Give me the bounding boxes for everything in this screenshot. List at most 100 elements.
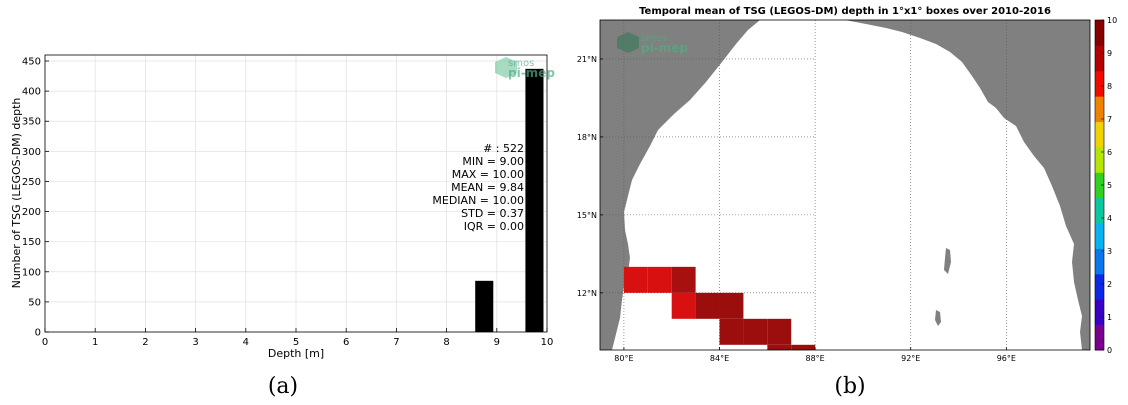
x-tick-label: 10 [541,337,554,348]
y-tick-label: 450 [22,57,41,68]
map-cell [743,318,768,345]
caption-b: (b) [834,374,865,399]
colorbar-segment [1095,20,1104,46]
stat-line: STD = 0.37 [461,207,524,220]
nicobar-islands [935,310,941,326]
colorbar-tick-label: 1 [1107,313,1112,322]
map-x-ticks: 80°E 84°E 88°E 92°E 96°E [614,347,1016,363]
colorbar-tick-label: 2 [1107,280,1112,289]
x-tick-label: 3 [192,337,198,348]
colorbar-segment [1095,172,1104,199]
y-tick-label: 200 [22,207,41,218]
colorbar-tick-label: 7 [1107,115,1112,124]
y-tick-label: 0 [35,328,41,339]
caption-a: (a) [268,374,298,399]
smos-pimep-logo-a: smos pi-mep [495,57,555,80]
logo-text-line2: pi-mep [641,41,688,55]
colorbar-tick-label: 0 [1107,346,1112,355]
colorbar-tick-label: 10 [1107,16,1117,25]
colorbar-segment [1095,197,1104,224]
logo-text-line2: pi-mep [508,66,555,80]
stat-line: MAX = 10.00 [452,168,524,181]
x-tick-label: 1 [92,337,98,348]
sri-lanka-landmass [600,328,612,350]
map-cell [623,266,648,293]
lon-tick-label: 88°E [806,354,825,363]
x-tick-label: 2 [142,337,148,348]
lat-tick-label: 15°N [577,211,597,220]
map-cell [671,266,696,293]
y-tick-label: 150 [22,237,41,248]
y-tick-label: 50 [28,297,41,308]
colorbar-segment [1095,248,1104,275]
map-cell [767,344,792,350]
lat-tick-label: 21°N [577,55,597,64]
histogram-chart: 0 1 2 3 4 5 6 7 8 9 10 0 50 100 150 200 250 300 350 400 450… [10,54,555,360]
colorbar-segment [1095,45,1104,72]
colorbar-segment [1095,223,1104,249]
logo-text-line1: smos [641,33,667,44]
y-tick-label: 400 [22,87,41,98]
colorbar-segment [1095,96,1104,123]
myanmar-landmass [845,20,1090,350]
stat-line: MEDIAN = 10.00 [432,194,524,207]
x-tick-label: 7 [393,337,399,348]
map-title: Temporal mean of TSG (LEGOS-DM) depth in… [639,6,1051,17]
cube-logo-icon [617,32,639,53]
y-tick-label: 250 [22,177,41,188]
lon-tick-label: 80°E [614,354,633,363]
india-landmass [600,20,760,350]
stat-line: IQR = 0.00 [464,220,524,233]
x-tick-label: 6 [343,337,349,348]
stat-line: # : 522 [483,142,524,155]
smos-pimep-logo-b: smos pi-mep [617,32,688,55]
colorbar-segment [1095,273,1104,300]
colorbar-segment [1095,324,1104,351]
histogram-bars [475,68,544,332]
map-grid [600,20,1007,350]
colorbar-tick-label: 5 [1107,181,1112,190]
colorbar-tick-label: 9 [1107,49,1112,58]
andaman-islands [944,248,951,274]
histogram-bar [525,68,544,332]
map-y-ticks: 12°N 15°N 18°N 21°N [577,55,603,298]
stat-line: MEAN = 9.84 [451,181,524,194]
map-cell [767,318,792,345]
lon-tick-label: 96°E [997,354,1016,363]
map-cell [671,292,696,319]
colorbar-tick-label: 6 [1107,148,1112,157]
histogram-x-axis-label: Depth [m] [268,347,324,360]
map-cell [719,318,744,345]
y-tick-label: 100 [22,267,41,278]
map-frame [599,19,1091,351]
y-tick-label: 300 [22,147,41,158]
map-cell [695,292,720,319]
logo-text-line1: smos [508,58,534,69]
map-cells [623,266,816,350]
colorbar-tick-label: 4 [1107,214,1112,223]
colorbar-segment [1095,146,1104,173]
x-tick-label: 9 [494,337,500,348]
colorbar-segment [1095,299,1104,326]
map-cell [647,266,672,293]
x-tick-label: 5 [293,337,299,348]
x-tick-label: 0 [42,337,48,348]
lon-tick-label: 92°E [901,354,920,363]
cube-logo-icon [495,57,517,78]
colorbar-tick-label: 3 [1107,247,1112,256]
colorbar: 0 1 2 3 4 5 6 7 8 9 10 [1094,16,1117,355]
x-tick-label: 4 [243,337,249,348]
histogram-bar [475,280,494,332]
stat-line: MIN = 9.00 [462,155,524,168]
lat-tick-label: 12°N [577,289,597,298]
y-tick-label: 350 [22,117,41,128]
histogram-y-axis-label: Number of TSG (LEGOS-DM) depth [10,98,23,289]
land-masses [600,20,1090,350]
x-tick-label: 8 [443,337,449,348]
histogram-x-ticks: 0 1 2 3 4 5 6 7 8 9 10 [42,328,554,348]
colorbar-segment [1095,70,1104,97]
map-heatmap-chart: Temporal mean of TSG (LEGOS-DM) depth in… [577,6,1117,363]
lon-tick-label: 84°E [710,354,729,363]
